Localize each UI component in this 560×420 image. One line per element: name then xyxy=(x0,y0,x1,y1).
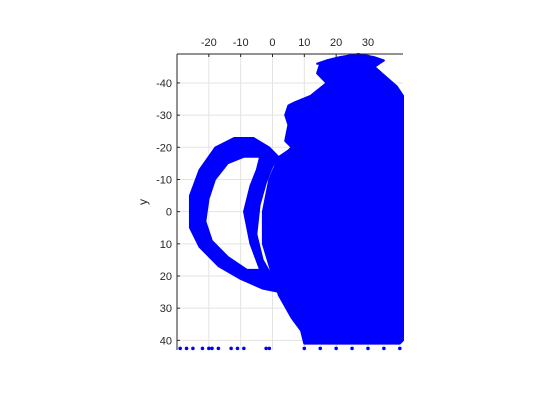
plot-area xyxy=(178,53,404,351)
y-tick-label: -20 xyxy=(156,142,172,154)
x-tick-label: 10 xyxy=(298,37,310,49)
scatter-point xyxy=(398,346,402,351)
scatter-point xyxy=(216,346,221,351)
scatter-point xyxy=(267,346,272,351)
y-tick-label: -30 xyxy=(156,110,172,122)
scatter-point xyxy=(178,346,182,351)
x-tick-label: 0 xyxy=(269,37,275,49)
scatter-point xyxy=(191,346,195,351)
scatter-point xyxy=(200,346,205,351)
scatter-point xyxy=(207,346,211,351)
scatter-point xyxy=(242,346,246,351)
scatter-point xyxy=(302,346,307,351)
scatter-point xyxy=(184,346,189,351)
y-axis-label: y xyxy=(136,199,150,205)
y-tick-label: 10 xyxy=(160,239,172,251)
x-tick-label: -20 xyxy=(201,37,217,49)
scatter-point xyxy=(334,346,338,351)
scatter-point xyxy=(350,346,354,351)
x-tick-labels: -20 -10 0 10 20 30 xyxy=(201,37,374,49)
axes xyxy=(176,53,403,350)
x-tick-label: -10 xyxy=(233,37,249,49)
y-tick-label: 20 xyxy=(160,271,172,283)
y-tick-label: -10 xyxy=(156,174,172,186)
y-tick-labels: -40 -30 -20 -10 0 10 20 30 40 xyxy=(156,78,172,347)
x-tick-label: 20 xyxy=(330,37,342,49)
scatter-point xyxy=(318,346,323,351)
x-tick-label: 30 xyxy=(362,37,374,49)
scatter-point xyxy=(264,346,268,351)
y-tick-label: 30 xyxy=(160,303,172,315)
y-tick-label: 0 xyxy=(166,207,172,219)
y-tick-label: -40 xyxy=(156,78,172,90)
scatter-point xyxy=(366,346,370,351)
scatter-point xyxy=(235,346,240,351)
scatter-point xyxy=(210,346,214,351)
scatter-point xyxy=(229,346,233,351)
y-tick-label: 40 xyxy=(160,335,172,347)
scatter-point xyxy=(382,346,386,351)
teapot-handle-points xyxy=(188,136,283,297)
